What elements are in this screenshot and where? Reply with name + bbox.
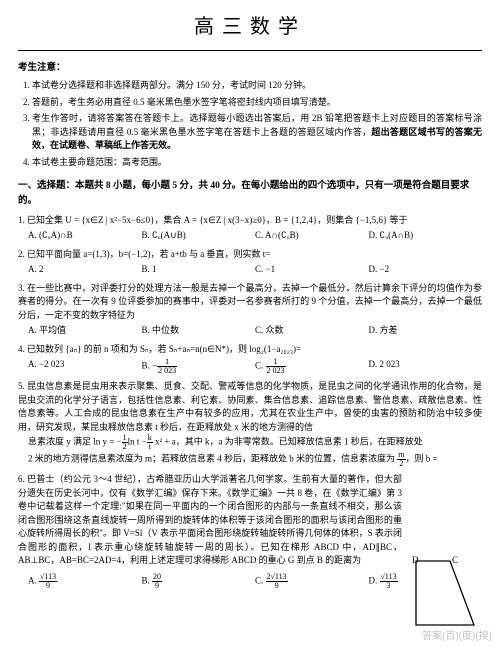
q4-text: 4. 已知数列 {aₙ} 的前 n 项和为 Sₙ，若 Sₙ+aₙ=n(n∈N*)… (18, 344, 301, 354)
q4-options: A. −2 023 B. −12 023 C. 12 023 D. 2 023 (18, 358, 482, 375)
notice-item: 本试卷主要命题范围：高考范围。 (32, 156, 482, 170)
q5-p3a: 2 米的地方测得信息素浓度为 m；若释放信息素 4 秒后，距释放处 b 米的位置… (28, 454, 397, 464)
q5-p1: 5. 昆虫信息素是昆虫用来表示聚集、觅食、交配、警戒等信息的化学物质，是昆虫之间… (18, 380, 482, 434)
q4-opt-a: A. −2 023 (28, 358, 142, 375)
question-1: 1. 已知全集 U = {x∈Z | x²−5x−6≤0}，集合 A = {x∈… (18, 214, 482, 243)
q1-options: A. (∁ᵤA)∩B B. ∁ᵤ(A∪B) C. A∩(∁ᵤB) D. ∁ᵤ(A… (18, 229, 482, 243)
q4-opt-d: D. 2 023 (369, 358, 483, 375)
question-5: 5. 昆虫信息素是昆虫用来表示聚集、觅食、交配、警戒等信息的化学物质，是昆虫之间… (18, 380, 482, 468)
trapezoid-figure: D C (410, 555, 480, 630)
q1-opt-c: C. A∩(∁ᵤB) (255, 229, 369, 243)
q6-opt-b: B. 209 (142, 573, 256, 590)
q4-b-prefix: B. − (142, 361, 158, 371)
divider (18, 50, 482, 51)
q6-opt-c: C. 2√1139 (255, 573, 369, 590)
q3-opt-d: D. 方差 (369, 324, 483, 338)
q4-opt-b: B. −12 023 (142, 358, 256, 375)
q3-opt-b: B. 中位数 (142, 324, 256, 338)
q6-b-den: 9 (152, 582, 162, 590)
notice-item: 本试卷分选择题和非选择题两部分。满分 150 分，考试时间 120 分钟。 (32, 79, 482, 93)
notice-header: 考生注意： (18, 61, 482, 75)
q1-opt-b: B. ∁ᵤ(A∪B) (142, 229, 256, 243)
question-4: 4. 已知数列 {aₙ} 的前 n 项和为 Sₙ，若 Sₙ+aₙ=n(n∈N*)… (18, 343, 482, 376)
q6-c-den: 9 (266, 582, 288, 590)
notice-list: 本试卷分选择题和非选择题两部分。满分 150 分，考试时间 120 分钟。 答题… (32, 79, 482, 169)
notice-item: 考生作答时，请将答案答在答题卡上。选择题每小题选出答案后，用 2B 铅笔把答题卡… (32, 112, 482, 153)
q3-options: A. 平均值 B. 中位数 C. 众数 D. 方差 (18, 324, 482, 338)
page-title: 高三数学 (18, 12, 482, 42)
q5-p3fd: 2 (397, 460, 405, 468)
q6-c-pfx: C. (255, 575, 266, 585)
q2-options: A. 2 B. 1 C. −1 D. −2 (18, 263, 482, 277)
notice-item: 答题前，考生务必用直径 0.5 毫米黑色墨水签字笔将密封线内项目填写清楚。 (32, 96, 482, 110)
q3-opt-a: A. 平均值 (28, 324, 142, 338)
q1-opt-d: D. ∁ᵤ(A∩B) (369, 229, 483, 243)
q2-opt-c: C. −1 (255, 263, 369, 277)
q6-a-pfx: A. (28, 575, 39, 585)
q4-c-prefix: C. (255, 361, 266, 371)
q5-p2: 息素浓度 y 满足 ln y = −12ln t −kt x² + a，其中 k… (18, 434, 482, 451)
q6-opt-a: A. √1139 (28, 573, 142, 590)
q5-p2b: ln t − (128, 437, 147, 447)
fig-label-c: C (452, 555, 458, 565)
watermark: 答案(百)(度)(搜) (422, 629, 492, 644)
question-3: 3. 在一些比赛中，对评委打分的处理方法一般是去掉一个最高分，去掉一个最低分，然… (18, 282, 482, 338)
q2-opt-a: A. 2 (28, 263, 142, 277)
q2-opt-b: B. 1 (142, 263, 256, 277)
question-2: 2. 已知平面向量 a=(1,3)，b=(−1,2)，若 a+tb 与 a 垂直… (18, 248, 482, 277)
fig-label-d: D (412, 555, 419, 565)
q5-p3: 2 米的地方测得信息素浓度为 m；若释放信息素 4 秒后，距释放处 b 米的位置… (18, 451, 482, 468)
q5-p2c: x² + a，其中 k，a 为非零常数。已知释放信息素 1 秒后，在距释放处 (153, 437, 423, 447)
q5-p2a: 息素浓度 y 满足 ln y = − (28, 437, 122, 447)
q5-p3b: ，则 b = (406, 454, 438, 464)
q1-text: 1. 已知全集 U = {x∈Z | x²−5x−6≤0}，集合 A = {x∈… (18, 215, 407, 225)
q6-b-pfx: B. (142, 575, 153, 585)
q3-text: 3. 在一些比赛中，对评委打分的处理方法一般是去掉一个最高分，去掉一个最低分，然… (18, 283, 482, 320)
q6-d-pfx: D. (369, 575, 380, 585)
q6-text: 6. 巴普士（约公元 3～4 世纪），古希腊亚历山大学派著名几何学家。生前有大量… (18, 474, 402, 565)
q4-c-den: 2 023 (266, 367, 286, 375)
section-a-header: 一、选择题：本题共 8 小题，每小题 5 分，共 40 分。在每小题给出的四个选… (18, 179, 482, 208)
q2-text: 2. 已知平面向量 a=(1,3)，b=(−1,2)，若 a+tb 与 a 垂直… (18, 249, 270, 259)
q3-opt-c: C. 众数 (255, 324, 369, 338)
q4-b-den: 2 023 (157, 367, 177, 375)
q4-opt-c: C. 12 023 (255, 358, 369, 375)
q2-opt-d: D. −2 (369, 263, 483, 277)
q6-a-den: 9 (39, 582, 57, 590)
q1-opt-a: A. (∁ᵤA)∩B (28, 229, 142, 243)
question-6: 6. 巴普士（约公元 3～4 世纪），古希腊亚历山大学派著名几何学家。生前有大量… (18, 473, 482, 568)
q6-d-den: 3 (380, 582, 398, 590)
